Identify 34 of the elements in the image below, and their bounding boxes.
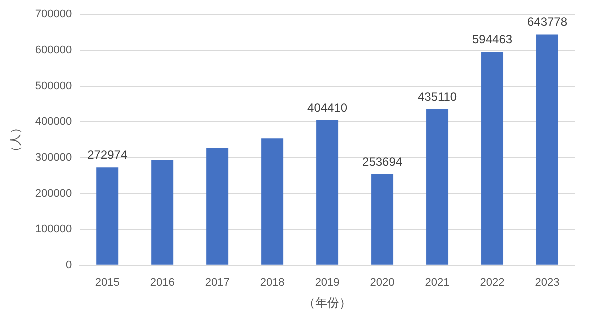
bar xyxy=(206,148,229,265)
y-tick-label: 200000 xyxy=(35,188,72,200)
y-tick-label: 0 xyxy=(66,259,72,272)
bar xyxy=(316,120,339,265)
data-label: 435110 xyxy=(418,90,458,104)
data-label: 404410 xyxy=(308,100,348,115)
x-axis-title: （年份） xyxy=(304,296,352,310)
x-tick-label: 2015 xyxy=(95,277,120,290)
y-tick-label: 100000 xyxy=(35,224,72,236)
y-tick-label: 700000 xyxy=(35,8,72,21)
x-tick-label: 2021 xyxy=(425,277,450,290)
data-label: 272974 xyxy=(88,148,128,162)
x-tick-label: 2017 xyxy=(205,277,230,290)
x-tick-label: 2016 xyxy=(150,277,175,290)
x-tick-label: 2023 xyxy=(535,277,560,290)
bar xyxy=(96,168,119,265)
bar xyxy=(262,138,284,265)
bar xyxy=(536,34,559,265)
y-tick-label: 400000 xyxy=(35,116,72,128)
y-tick-label: 300000 xyxy=(35,152,72,164)
data-label: 594463 xyxy=(472,32,513,47)
x-tick-label: 2022 xyxy=(480,277,505,290)
data-label: 643778 xyxy=(527,15,568,30)
x-tick-label: 2019 xyxy=(315,277,340,290)
x-tick-label: 2018 xyxy=(260,277,285,290)
y-tick-label: 500000 xyxy=(35,80,72,92)
y-tick-label: 600000 xyxy=(35,44,72,56)
y-axis-title: （人） xyxy=(8,122,23,158)
bar xyxy=(152,160,174,265)
data-label: 253694 xyxy=(362,154,403,169)
bar xyxy=(426,110,449,265)
bar xyxy=(482,52,504,265)
x-tick-label: 2020 xyxy=(370,277,395,290)
bar xyxy=(372,174,394,265)
